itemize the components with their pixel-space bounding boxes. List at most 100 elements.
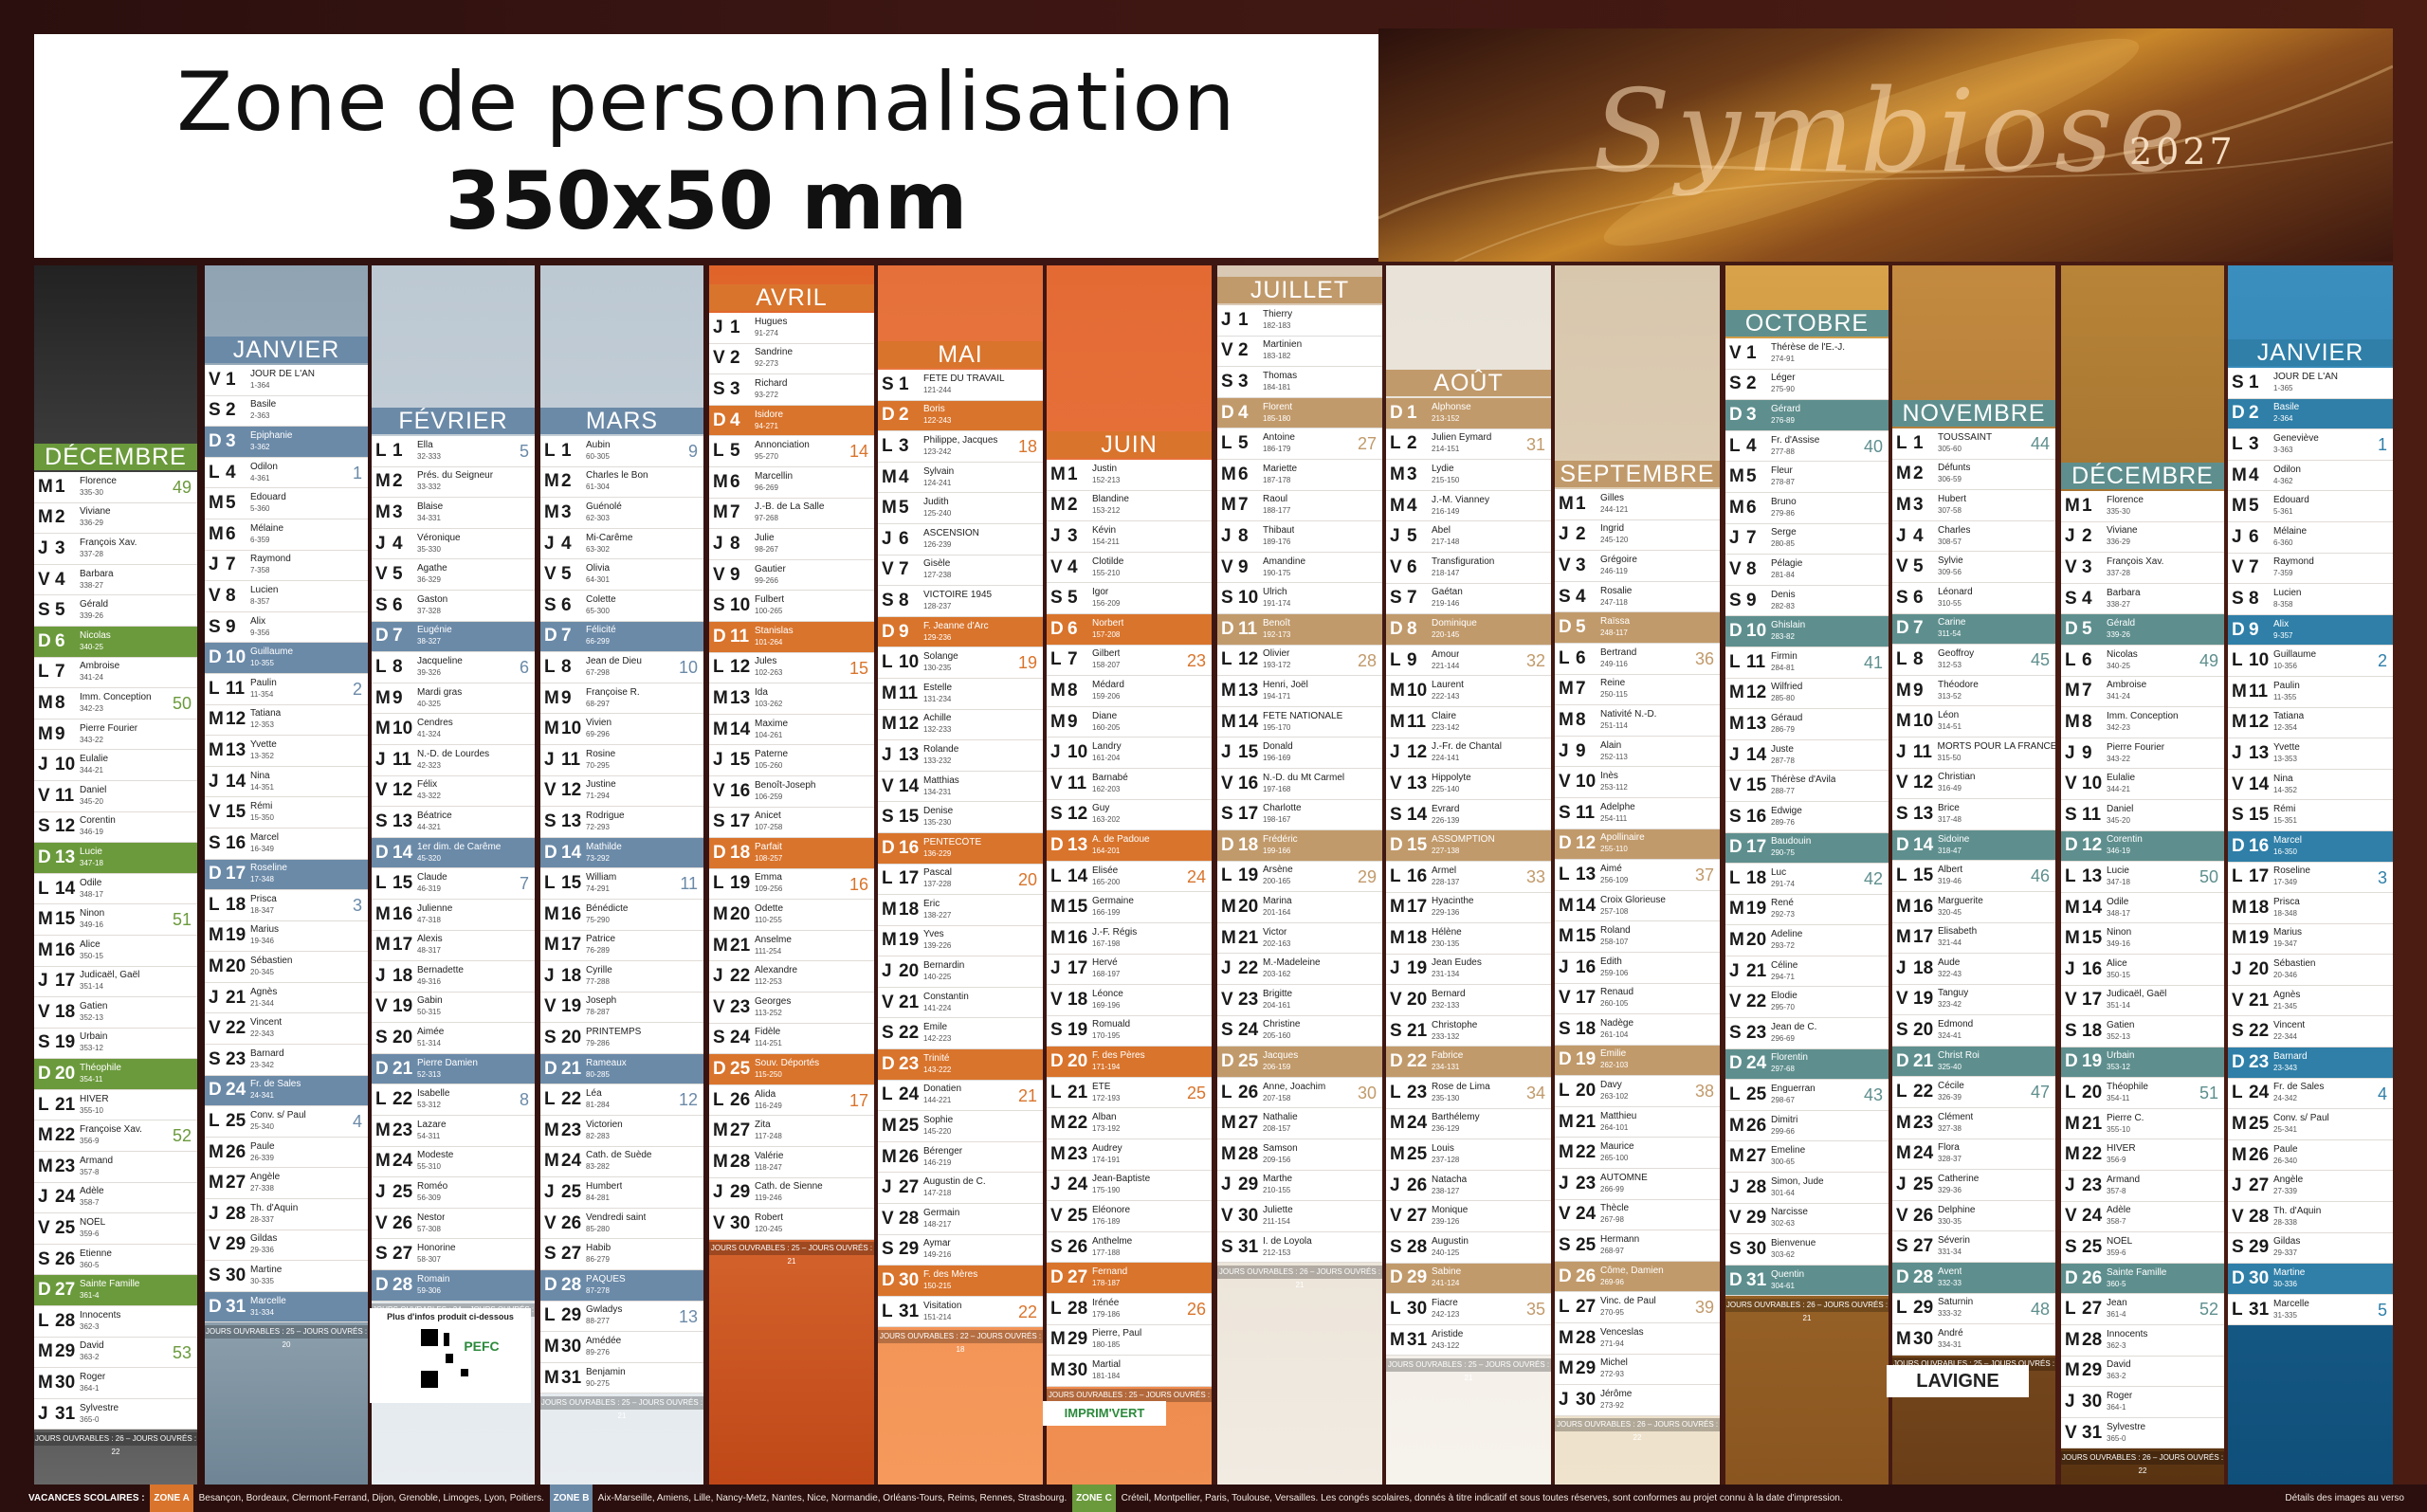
weekday-letter: J — [375, 1182, 386, 1203]
weekday-letter: S — [1390, 1236, 1402, 1257]
day-of-year: 35-330 — [417, 544, 441, 554]
saint-name: Agathe 36-329 — [417, 563, 447, 585]
day-row: D 27 Fernand 178-187 — [1047, 1263, 1212, 1295]
day-row: L 14 Odile 348-17 — [34, 873, 197, 905]
day-of-year: 297-68 — [1771, 1065, 1795, 1074]
weekday-letter: D — [2232, 1268, 2245, 1289]
day-row: M 21 Pierre C. 355-10 — [2061, 1108, 2224, 1140]
day-of-year: 258-107 — [1600, 938, 1629, 947]
day-number: 2 — [561, 471, 572, 492]
day-row: J 27 Augustin de C. 147-218 — [878, 1173, 1043, 1205]
day-row: S 10 Fulbert 100-265 — [709, 591, 874, 622]
weekday-letter: D — [1896, 834, 1909, 855]
day-of-year: 151-214 — [923, 1312, 952, 1321]
day-number: 5 — [392, 564, 403, 585]
day-row: V 23 Brigitte 204-161 — [1217, 985, 1382, 1016]
weekday-letter: J — [2065, 1392, 2075, 1412]
saint-name: Vivien 69-296 — [586, 718, 612, 739]
day-of-year: 158-207 — [1092, 661, 1121, 670]
day-list: L 1 Ella 32-333 5 M 2 Prés. du Seigneur 33-332 M 3… — [372, 436, 535, 1302]
week-number: 44 — [2030, 434, 2050, 453]
saint-name: Claude 46-319 — [417, 872, 447, 894]
day-row: M 8 Médard 159-206 — [1047, 676, 1212, 707]
weekday-letter: L — [1896, 1082, 1907, 1102]
day-row: S 19 Romuald 170-195 — [1047, 1015, 1212, 1047]
day-of-year: 93-272 — [755, 390, 778, 399]
weekday-letter: J — [1050, 742, 1061, 763]
day-number: 1 — [1238, 309, 1249, 330]
month-column-mar27: MARS L 1 Aubin 60-305 9 M 2 Charles le Bon 61-304… — [540, 265, 703, 1485]
day-number: 16 — [899, 837, 920, 858]
weekday-letter: M — [882, 930, 897, 951]
day-row: D 20 F. des Pères 171-194 — [1047, 1047, 1212, 1078]
weekday-letter: S — [2232, 805, 2244, 826]
weekday-letter: D — [209, 1080, 222, 1101]
day-row: L 7 Ambroise 341-24 — [34, 657, 197, 689]
day-row: V 12 Justine 71-294 — [540, 775, 703, 808]
day-row: D 18 Parfait 108-257 — [709, 838, 874, 869]
day-row: S 22 Émile 142-223 — [878, 1018, 1043, 1050]
saint-name: Christine 205-160 — [1263, 1019, 1301, 1041]
day-number: 15 — [1576, 926, 1597, 947]
day-row: V 21 Constantin 141-224 — [878, 987, 1043, 1019]
weekday-letter: J — [209, 1203, 219, 1224]
weekday-letter: L — [1050, 1082, 1062, 1102]
day-row: J 1 Hugues 91-274 — [709, 313, 874, 344]
day-row: M 9 Françoise R. 68-297 — [540, 683, 703, 715]
day-row: J 30 Roger 364-1 — [2061, 1387, 2224, 1418]
weekday-letter: S — [209, 616, 221, 637]
day-of-year: 154-211 — [1092, 537, 1120, 546]
weekday-letter: M — [1221, 1143, 1236, 1164]
saint-name: Visitation 151-214 — [923, 1300, 962, 1321]
week-number: 5 — [519, 442, 529, 461]
weekday-letter: M — [2232, 928, 2247, 949]
day-row: J 9 Alain 252-113 — [1555, 736, 1720, 768]
weekday-letter: S — [544, 594, 557, 615]
day-of-year: 163-202 — [1092, 815, 1121, 825]
day-number: 2 — [2249, 403, 2259, 424]
saint-name: Ambroise 341-24 — [80, 661, 120, 683]
day-row: V 27 Monique 239-126 — [1386, 1201, 1551, 1233]
weekday-letter: M — [2232, 897, 2247, 918]
saint-name: Léon 314-51 — [1938, 710, 1962, 732]
weekday-letter: D — [882, 1270, 895, 1291]
day-row: L 20 Théophile 354-11 51 — [2061, 1078, 2224, 1109]
weekday-letter: L — [1729, 651, 1741, 672]
saint-name: Augustin 240-125 — [1432, 1235, 1469, 1257]
saint-name: Sébastien 20-345 — [250, 956, 293, 977]
saint-name: Émilie 262-103 — [1600, 1048, 1629, 1070]
day-number: 23 — [1407, 1082, 1428, 1102]
weekday-letter: S — [882, 1023, 894, 1044]
saint-name: Marius 19-346 — [250, 924, 280, 946]
day-row: L 22 Isabelle 53-312 8 — [372, 1084, 535, 1117]
day-number: 23 — [2082, 1175, 2103, 1195]
saint-name: Édith 259-106 — [1600, 956, 1629, 977]
day-row: S 13 Béatrice 44-321 — [372, 807, 535, 838]
day-number: 24 — [1746, 1053, 1767, 1074]
day-row: D 26 Sainte Famille 360-5 — [2061, 1263, 2224, 1295]
day-of-year: 328-37 — [1938, 1155, 1962, 1164]
saint-name: Raïssa 248-117 — [1600, 616, 1631, 638]
day-number: 7 — [730, 502, 740, 523]
saint-name: Stanislas 101-264 — [755, 625, 794, 647]
day-number: 17 — [1238, 804, 1259, 825]
day-row: M 12 Tatiana 12-353 — [205, 704, 368, 737]
weekday-letter: J — [1221, 1175, 1232, 1195]
weekday-letter: M — [209, 925, 224, 946]
day-number: 28 — [1407, 1236, 1428, 1257]
day-row: D 8 Dominique 220-145 — [1386, 614, 1551, 646]
day-of-year: 293-72 — [1771, 941, 1795, 951]
saint-name: Samson 209-156 — [1263, 1142, 1298, 1164]
day-list: M 1 Florence 335-30 49 M 2 Viviane 336-29 J 3 Franç… — [34, 472, 197, 1430]
day-of-year: 111-254 — [755, 946, 782, 956]
weekday-letter: M — [38, 909, 53, 930]
day-row: D 13 Lucie 347-18 — [34, 843, 197, 874]
saint-name: Théophile 354-11 — [80, 1063, 121, 1084]
day-row: M 4 J.-M. Vianney 216-149 — [1386, 490, 1551, 522]
saint-name: Alain 252-113 — [1600, 739, 1628, 761]
weekday-letter: V — [2065, 556, 2077, 577]
day-number: 16 — [1238, 773, 1259, 793]
saint-name: N.-D. de Lourdes 42-323 — [417, 748, 490, 770]
day-of-year: 337-28 — [2107, 568, 2130, 577]
